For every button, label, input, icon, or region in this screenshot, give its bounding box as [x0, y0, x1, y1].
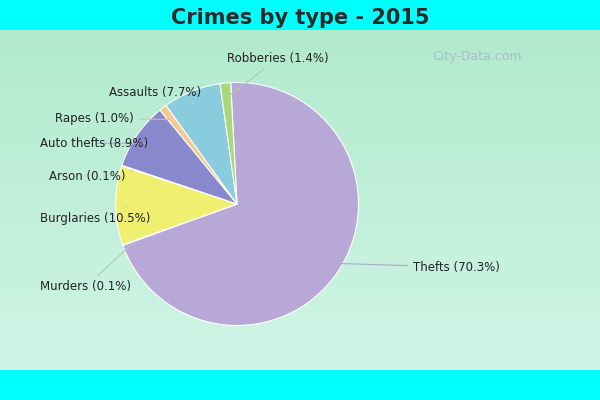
Wedge shape [123, 82, 358, 326]
Wedge shape [122, 110, 237, 204]
Text: Burglaries (10.5%): Burglaries (10.5%) [40, 206, 151, 225]
Text: Rapes (1.0%): Rapes (1.0%) [55, 112, 169, 126]
Text: Assaults (7.7%): Assaults (7.7%) [109, 86, 202, 104]
Text: Robberies (1.4%): Robberies (1.4%) [227, 52, 329, 96]
Wedge shape [160, 106, 237, 204]
Text: Crimes by type - 2015: Crimes by type - 2015 [171, 8, 429, 28]
Text: Thefts (70.3%): Thefts (70.3%) [329, 261, 500, 274]
Text: Auto thefts (8.9%): Auto thefts (8.9%) [40, 137, 148, 150]
Wedge shape [166, 84, 237, 204]
Text: Arson (0.1%): Arson (0.1%) [49, 170, 133, 182]
Wedge shape [122, 165, 237, 204]
Text: City-Data.com: City-Data.com [432, 50, 521, 63]
Wedge shape [220, 83, 237, 204]
Wedge shape [122, 204, 237, 245]
Text: Murders (0.1%): Murders (0.1%) [40, 242, 134, 293]
Wedge shape [116, 166, 237, 245]
